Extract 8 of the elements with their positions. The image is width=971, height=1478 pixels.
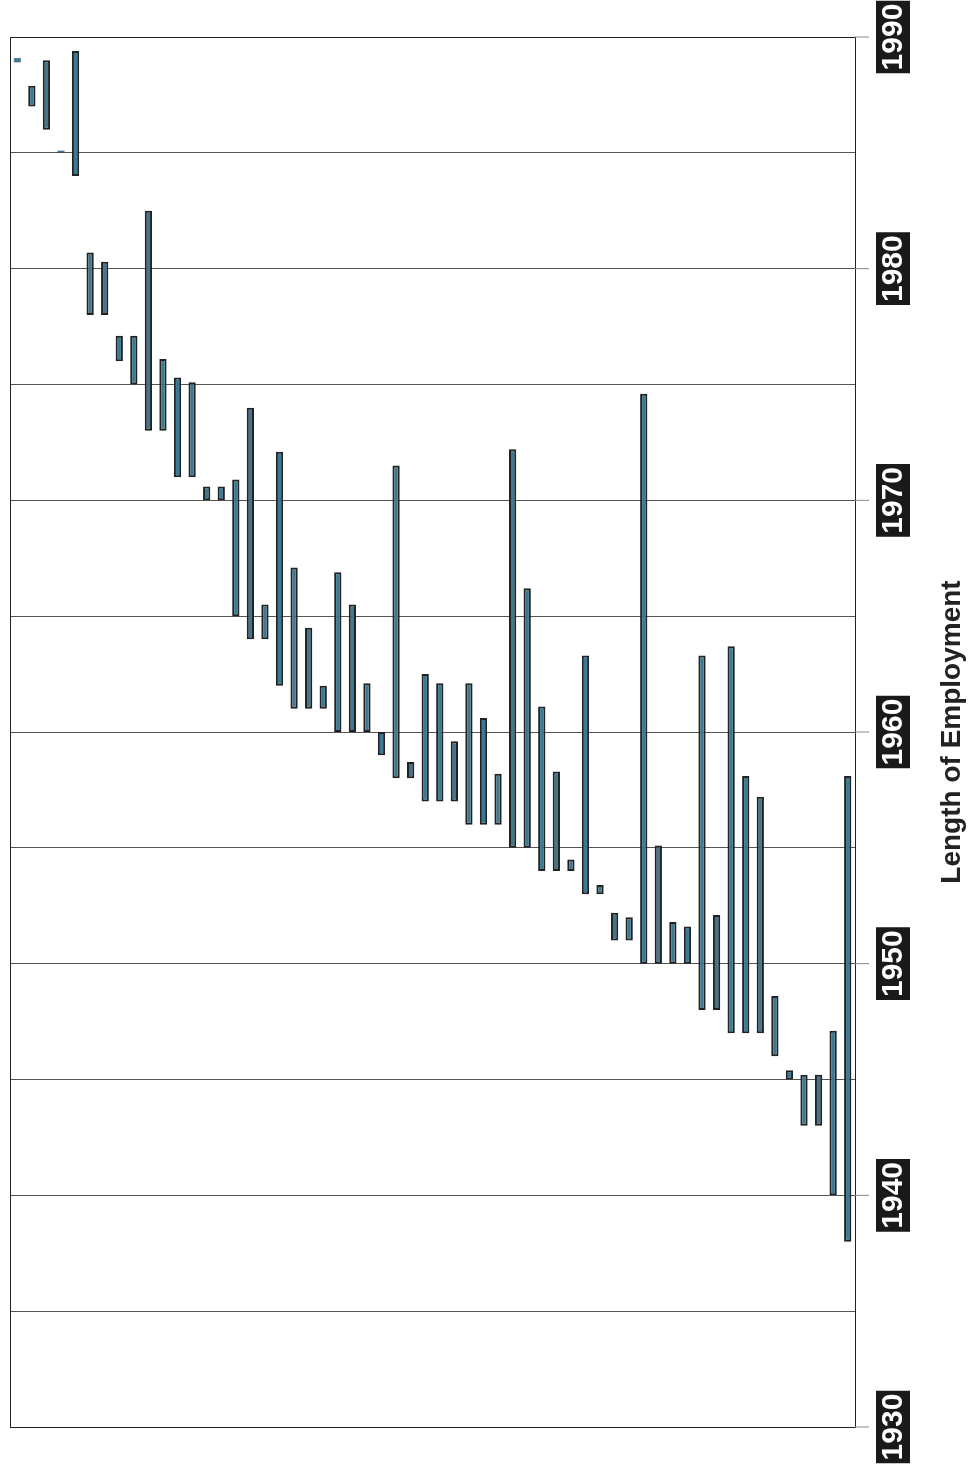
y-tick-label: 1990 xyxy=(875,3,909,71)
y-tick-label: 1970 xyxy=(875,466,909,534)
y-tick-label: 1930 xyxy=(875,1393,909,1461)
y-tick-label: 1950 xyxy=(875,930,909,998)
y-tick-label: 1960 xyxy=(875,698,909,766)
y-tick-label: 1940 xyxy=(875,1161,909,1229)
y-tick-label: 1980 xyxy=(875,235,909,303)
y-axis-title: Length of Employment xyxy=(934,580,966,884)
